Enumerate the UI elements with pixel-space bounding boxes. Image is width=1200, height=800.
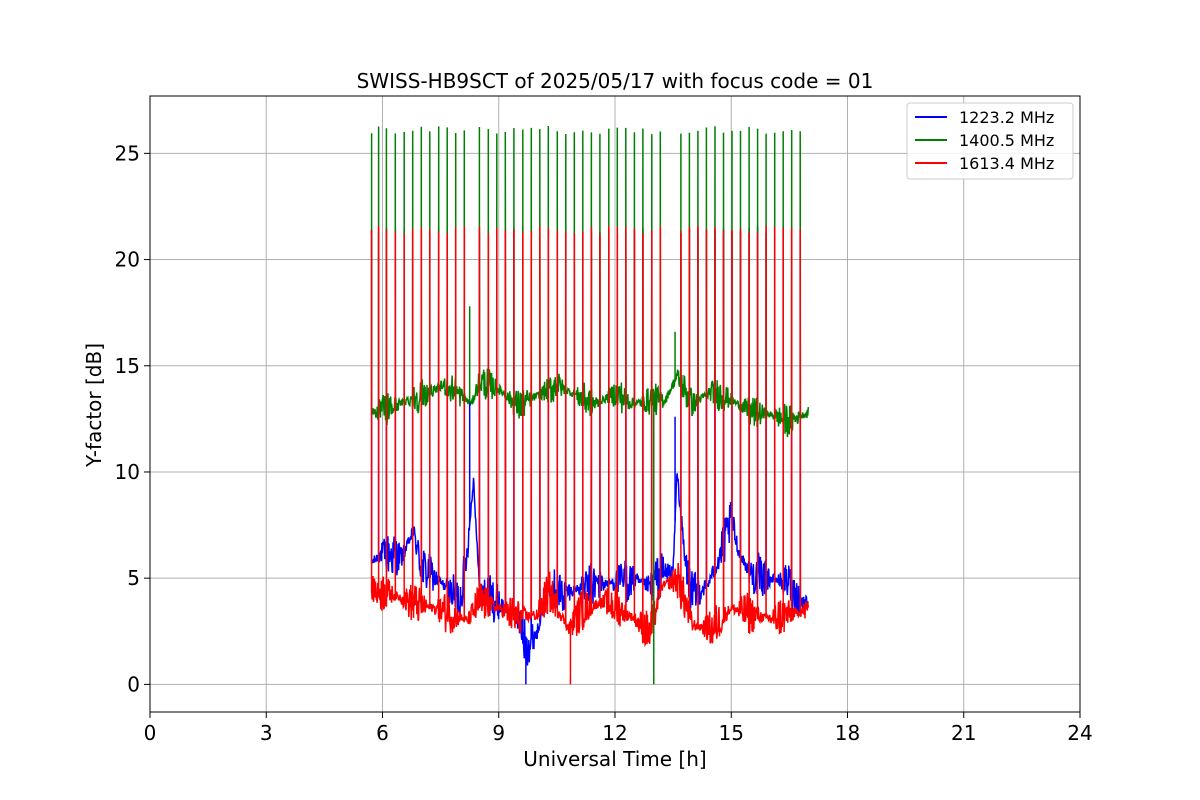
x-tick-label: 3 (260, 721, 273, 745)
legend-label: 1613.4 MHz (959, 154, 1054, 173)
y-axis-label: Y-factor [dB] (82, 343, 106, 468)
legend-label: 1223.2 MHz (959, 108, 1054, 127)
y-tick-label: 0 (127, 672, 140, 696)
chart-title: SWISS-HB9SCT of 2025/05/17 with focus co… (357, 69, 874, 93)
y-tick-label: 20 (115, 248, 140, 272)
x-tick-label: 24 (1067, 721, 1092, 745)
legend: 1223.2 MHz 1400.5 MHz 1613.4 MHz (906, 102, 1074, 180)
series-line (370, 125, 810, 438)
x-tick-label: 0 (144, 721, 157, 745)
y-tick-label: 5 (127, 566, 140, 590)
series-line (370, 225, 810, 648)
x-tick-label: 9 (492, 721, 505, 745)
legend-label: 1400.5 MHz (959, 131, 1054, 150)
plot-area (370, 125, 810, 685)
series-1613_4-MHz (370, 225, 810, 648)
x-axis-label: Universal Time [h] (523, 747, 706, 771)
y-axis-ticks: 0 5 10 15 20 25 (115, 141, 150, 696)
series-line (370, 225, 809, 666)
y-tick-label: 15 (115, 354, 140, 378)
series-1400_5-MHz (370, 125, 810, 438)
x-axis-ticks: 0 3 6 9 12 15 18 21 24 (144, 712, 1093, 745)
x-tick-label: 12 (602, 721, 627, 745)
y-tick-label: 25 (115, 141, 140, 165)
y-tick-label: 10 (115, 460, 140, 484)
x-tick-label: 21 (951, 721, 976, 745)
x-tick-label: 6 (376, 721, 389, 745)
legend-box (906, 102, 1074, 180)
x-tick-label: 15 (719, 721, 744, 745)
series-1223_2-MHz (370, 225, 809, 666)
x-tick-label: 18 (835, 721, 860, 745)
